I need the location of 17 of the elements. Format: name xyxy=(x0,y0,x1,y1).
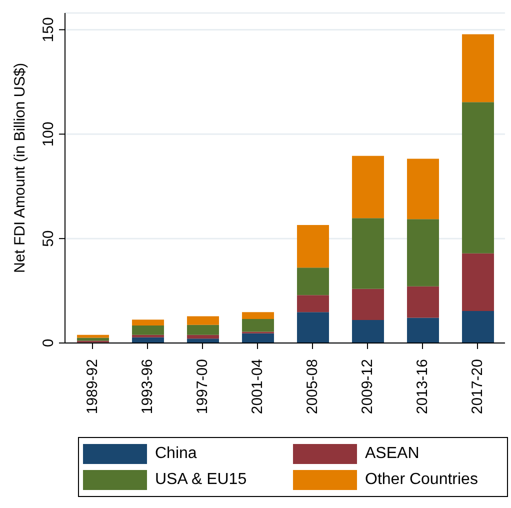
x-tick-label: 1989-92 xyxy=(84,359,101,414)
x-tick-label: 2017-20 xyxy=(469,359,486,414)
x-tick-label: 2009-12 xyxy=(359,359,376,414)
x-tick-label: 2001-04 xyxy=(249,359,266,414)
legend-label: Other Countries xyxy=(365,471,478,489)
y-tick-label: 100 xyxy=(40,122,57,147)
x-tick-label: 1997-00 xyxy=(194,359,211,414)
x-tick-label: 1993-96 xyxy=(139,359,156,414)
legend-label: USA & EU15 xyxy=(155,471,247,489)
y-tick-label: 0 xyxy=(40,338,57,348)
y-tick-label: 150 xyxy=(40,17,57,42)
x-tick-label: 2013-16 xyxy=(414,359,431,414)
x-tick-label: 2005-08 xyxy=(304,359,321,414)
y-axis-title: Net FDI Amount (in Billion US$) xyxy=(11,62,28,273)
legend-label: ASEAN xyxy=(365,445,420,463)
y-tick-label: 50 xyxy=(40,230,57,247)
legend-label: China xyxy=(155,445,197,463)
